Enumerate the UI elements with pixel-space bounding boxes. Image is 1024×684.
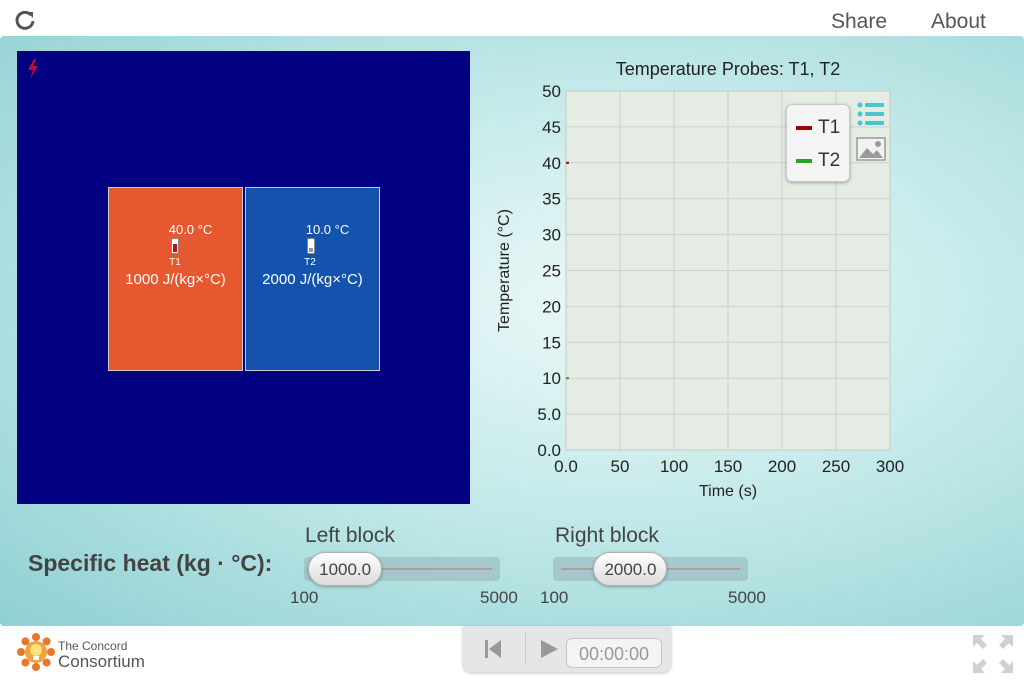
list-icon[interactable]	[856, 100, 886, 128]
right-block-temperature: 10.0 °C	[305, 222, 350, 237]
playback-controls: 00:00:00	[463, 626, 671, 672]
left-slider-thumb[interactable]: 1000.0	[308, 552, 383, 586]
right-slider-title: Right block	[555, 524, 659, 547]
probe-t2-icon[interactable]	[307, 238, 315, 254]
legend-swatch-t2	[796, 158, 812, 163]
right-slider-min: 100	[540, 588, 569, 607]
y-tick-label: 0.0	[537, 441, 561, 460]
right-block-specific-heat: 2000 J/(kg×°C)	[262, 271, 363, 288]
specific-heat-label: Specific heat (kg · °C):	[28, 550, 273, 576]
logo-line2: Consortium	[58, 652, 145, 671]
right-slider-max: 5000	[728, 588, 766, 607]
y-tick-label: 15	[542, 333, 561, 352]
x-tick-label: 100	[660, 457, 688, 476]
right-slider-thumb[interactable]: 2000.0	[593, 552, 668, 586]
y-axis-label: Temperature (°C)	[496, 209, 513, 332]
data-point-t1	[566, 161, 569, 164]
skip-back-icon[interactable]	[483, 638, 503, 666]
legend-swatch-t1	[796, 125, 812, 130]
concord-logo-text: The Concord Consortium	[58, 638, 145, 671]
left-slider-max: 5000	[480, 588, 518, 607]
y-tick-label: 45	[542, 118, 561, 137]
chart-legend: T1 T2	[786, 104, 850, 182]
legend-label-t2: T2	[818, 150, 841, 171]
legend-item-t2: T2	[796, 150, 840, 172]
right-block[interactable]: 10.0 °C T2 2000 J/(kg×°C)	[245, 187, 380, 371]
left-block[interactable]: 40.0 °C T1 1000 J/(kg×°C)	[108, 187, 243, 371]
probe-t2-label: T2	[304, 257, 316, 268]
top-bar: Share About	[0, 0, 1024, 40]
fullscreen-icon[interactable]	[971, 633, 1015, 675]
x-tick-label: 200	[768, 457, 796, 476]
reload-icon[interactable]	[14, 9, 36, 31]
x-axis-label: Time (s)	[699, 483, 757, 500]
temperature-chart: 0.0 50 100 150 200 250 300 0.0 5.0 10 15 20 25 30 35 40…	[496, 82, 904, 500]
left-slider-title: Left block	[305, 524, 395, 547]
share-link[interactable]: Share	[831, 10, 888, 33]
x-tick-label: 0.0	[554, 457, 578, 476]
legend-label-t1: T1	[818, 117, 841, 138]
probe-t1-icon[interactable]	[171, 238, 179, 254]
y-tick-label: 50	[542, 82, 561, 101]
y-tick-label: 40	[542, 154, 561, 173]
x-tick-label: 50	[611, 457, 630, 476]
simulation-view: 40.0 °C T1 1000 J/(kg×°C) 10.0 °C T2 200…	[17, 51, 470, 504]
legend-item-t1: T1	[796, 117, 840, 139]
lightning-icon[interactable]	[25, 59, 41, 79]
y-tick-label: 30	[542, 226, 561, 245]
about-link[interactable]: About	[931, 10, 986, 33]
x-tick-label: 150	[714, 457, 742, 476]
x-tick-label: 300	[876, 457, 904, 476]
concord-logo-icon[interactable]	[16, 632, 56, 672]
y-tick-label: 25	[542, 262, 561, 281]
left-block-specific-heat: 1000 J/(kg×°C)	[125, 271, 226, 288]
y-tick-label: 5.0	[537, 405, 561, 424]
x-tick-label: 250	[822, 457, 850, 476]
image-icon[interactable]	[856, 136, 886, 164]
left-block-temperature: 40.0 °C	[168, 222, 213, 237]
logo-line1: The Concord	[58, 639, 128, 653]
left-slider-line	[312, 568, 492, 570]
data-point-t2	[566, 377, 569, 380]
play-icon[interactable]	[539, 638, 559, 666]
y-tick-label: 35	[542, 190, 561, 209]
clock-display: 00:00:00	[566, 638, 662, 668]
player-separator	[525, 632, 526, 666]
y-tick-label: 20	[542, 297, 561, 316]
chart-title: Temperature Probes: T1, T2	[615, 59, 841, 79]
left-slider-min: 100	[290, 588, 319, 607]
y-tick-label: 10	[542, 369, 561, 388]
probe-t1-label: T1	[169, 257, 181, 268]
